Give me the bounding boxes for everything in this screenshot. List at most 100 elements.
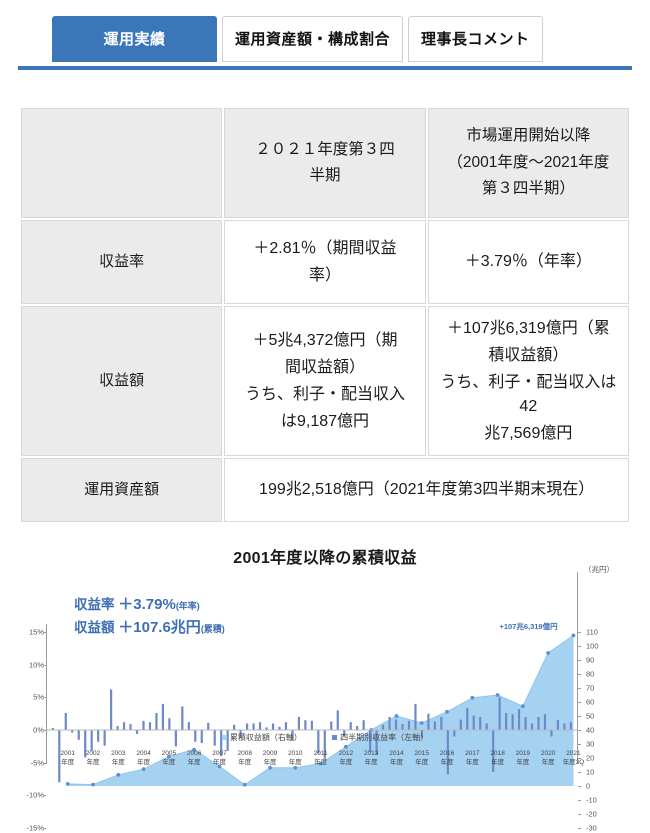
x-label-2019: 2019 年度 [515, 750, 531, 766]
right-tick--30: -30 [586, 823, 597, 833]
right-tickmark [578, 646, 581, 647]
left-tickmark [43, 762, 46, 764]
legend-item-quarterly: 四半期別収益率（左軸） [332, 732, 428, 743]
left-tick--5: -5% [30, 758, 44, 768]
x-label-2015: 2015 年度 [414, 750, 429, 766]
right-tick-110: 110 [586, 627, 598, 637]
left-tickmark [43, 730, 46, 731]
row-label-return-amount: 収益額 [21, 306, 223, 456]
right-tickmark [578, 828, 581, 829]
legend-label-cumulative: 累積収益額（右軸） [229, 733, 302, 742]
peak-data-label: +107兆6,319億円 [499, 622, 558, 632]
x-label-2006: 2006 年度 [186, 750, 202, 766]
x-label-2020: 2020 年度 [540, 750, 556, 766]
x-label-2011: 2011 年度 [313, 750, 328, 766]
left-tick-0: 0% [33, 725, 44, 735]
left-tick--10: -10% [26, 790, 44, 800]
chart-legend: 累積収益額（右軸） 四半期別収益率（左軸） [0, 732, 650, 743]
table-header-row: ２０２１年度第３四 半期 市場運用開始以降 （2001年度～2021年度 第３四… [21, 108, 629, 218]
table-row-return-amount: 収益額 ＋5兆4,372億円（期 間収益額） うち、利子・配当収入 は9,187… [21, 306, 629, 456]
legend-label-quarterly: 四半期別収益率（左軸） [340, 733, 429, 742]
x-label-2021: 2021 年度3Q [562, 750, 585, 766]
right-axis-ticks: 110 100 90 80 70 60 50 40 30 20 10 0 -10 -20 -30 [578, 571, 640, 833]
aum-value: 199兆2,518億円（2021年度第3四半期末現在） [224, 458, 629, 522]
table-corner-cell [21, 108, 223, 218]
tab-president-comment[interactable]: 理事長コメント [408, 16, 543, 62]
annotation-amount-note: (累積) [200, 623, 225, 634]
tab-underline [18, 66, 632, 70]
right-tick-30: 30 [586, 739, 595, 749]
x-label-2005: 2005 年度 [161, 750, 177, 766]
return-amount-q3-line4: は9,187億円 [280, 413, 370, 431]
header-since-inception: 市場運用開始以降 （2001年度～2021年度 第３四半期） [427, 108, 629, 218]
header-since-line3: 第３四半期） [481, 180, 575, 198]
x-label-2013: 2013 年度 [363, 750, 379, 766]
annotation-rate-value: ＋3.79% [118, 596, 176, 613]
left-tick-5: 5% [33, 692, 44, 702]
quarterly-return-bars [47, 689, 578, 783]
table-row-return-rate: 収益率 ＋2.81％（期間収益 率） ＋3.79％（年率） [21, 220, 629, 304]
return-amount-q3-line3: うち、利子・配当収入 [244, 386, 405, 403]
return-rate-q3-line1: ＋2.81％（期間収益 [253, 239, 397, 257]
right-tickmark [578, 744, 581, 745]
tab-performance[interactable]: 運用実績 [52, 16, 217, 62]
return-amount-q3: ＋5兆4,372億円（期 間収益額） うち、利子・配当収入 は9,187億円 [224, 306, 426, 456]
page-root: 運用実績 運用資産額・構成割合 理事長コメント ２０２１年度第３四 半期 市場運… [0, 14, 650, 833]
right-tick-50: 50 [586, 711, 595, 721]
right-tickmark [578, 688, 581, 689]
right-tickmark [578, 716, 581, 717]
row-label-return-rate: 収益率 [21, 220, 223, 304]
return-rate-since: ＋3.79％（年率） [427, 220, 629, 304]
left-tickmark [43, 795, 46, 797]
cumulative-return-chart: 2001年度以降の累積収益 収益率 ＋3.79%(年率) 収益額 ＋107.6兆… [0, 536, 650, 833]
annotation-rate-label: 収益率 [74, 597, 115, 612]
header-q3-line2: 半期 [309, 167, 341, 184]
legend-item-cumulative: 累積収益額（右軸） [221, 732, 302, 743]
right-tickmark [578, 786, 581, 787]
right-tickmark [578, 814, 581, 815]
chart-title: 2001年度以降の累積収益 [233, 550, 417, 567]
right-tickmark [578, 730, 581, 731]
x-label-2008: 2008 年度 [237, 750, 252, 766]
legend-swatch-quarterly [332, 735, 338, 741]
x-label-2014: 2014 年度 [389, 750, 404, 766]
header-since-line1: 市場運用開始以降 [466, 127, 591, 145]
right-tickmark [578, 632, 581, 633]
right-tick-0: 0 [586, 781, 591, 791]
x-label-2018: 2018 年度 [490, 750, 505, 766]
right-tick-70: 70 [586, 683, 595, 693]
return-amount-q3-line2: 間収益額） [284, 358, 365, 376]
right-tick-80: 80 [586, 669, 595, 679]
left-axis-spine [46, 624, 47, 764]
header-since-line2: （2001年度～2021年度 [447, 153, 610, 171]
left-tickmark [43, 632, 46, 633]
left-axis-ticks: 15% 10% 5% 0% -5% -10% -15% [4, 624, 46, 833]
right-tickmark [578, 772, 581, 773]
return-rate-since-line1: ＋3.79％（年率） [464, 253, 592, 271]
annotation-amount-label: 収益額 [74, 619, 115, 635]
x-label-2002: 2002 年度 [85, 750, 101, 766]
return-amount-since: ＋107兆6,319億円（累 積収益額） うち、利子・配当収入は42 兆7,56… [427, 306, 629, 456]
performance-table: ２０２１年度第３四 半期 市場運用開始以降 （2001年度～2021年度 第３四… [19, 106, 631, 524]
right-tickmark [578, 702, 581, 703]
row-label-aum: 運用資産額 [21, 458, 223, 522]
left-tick-15: 15% [28, 627, 44, 637]
right-tick--20: -20 [586, 809, 597, 819]
return-amount-since-line2: 積収益額） [488, 347, 569, 365]
right-tick-60: 60 [586, 697, 595, 707]
right-tick-10: 10 [586, 767, 595, 777]
x-label-2017: 2017 年度 [465, 750, 480, 766]
return-amount-q3-line1: ＋5兆4,372億円（期 [252, 331, 398, 349]
annotation-amount-value: ＋107.6兆円 [118, 618, 201, 636]
right-axis-spine [577, 572, 578, 764]
annotation-rate-note: (年率) [175, 601, 200, 611]
right-tickmark [578, 674, 581, 675]
right-tickmark [578, 660, 581, 661]
tab-bar: 運用実績 運用資産額・構成割合 理事長コメント [0, 14, 650, 72]
x-label-2003: 2003 年度 [111, 750, 126, 766]
header-q3-line1: ２０２１年度第３四 [255, 140, 395, 158]
right-tick-100: 100 [586, 641, 599, 651]
left-tick--15: -15% [26, 823, 44, 833]
tab-assets-composition[interactable]: 運用資産額・構成割合 [222, 16, 404, 62]
return-rate-q3-line2: 率） [308, 267, 341, 284]
